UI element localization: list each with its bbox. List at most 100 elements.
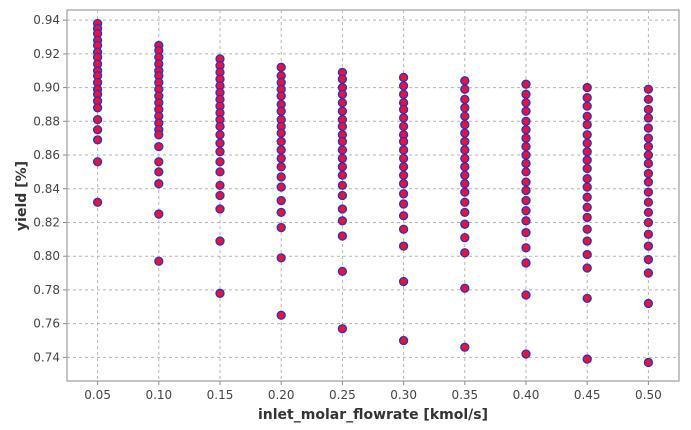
data-point <box>582 236 592 246</box>
data-point <box>276 310 286 320</box>
data-point <box>643 168 654 179</box>
data-point <box>398 104 409 115</box>
data-point <box>460 120 470 130</box>
data-point <box>582 182 592 192</box>
data-point <box>460 128 470 138</box>
data-point <box>643 104 654 115</box>
data-point <box>398 335 409 346</box>
data-point <box>215 130 225 140</box>
x-tick-label: 0.10 <box>145 388 172 402</box>
data-point <box>398 136 409 147</box>
data-point <box>276 153 286 164</box>
data-point <box>643 207 654 218</box>
data-point <box>460 207 470 218</box>
y-tick-label: 0.78 <box>33 283 60 297</box>
data-point <box>276 222 286 233</box>
data-point <box>643 187 654 197</box>
data-point <box>643 298 654 309</box>
data-point <box>643 241 654 251</box>
data-point <box>337 89 348 99</box>
data-point <box>92 125 103 135</box>
data-point <box>582 147 592 157</box>
x-tick-label: 0.35 <box>451 388 478 402</box>
data-point <box>460 136 470 147</box>
data-point <box>154 209 164 219</box>
data-point <box>643 158 654 169</box>
data-point <box>460 94 470 105</box>
data-point <box>276 182 286 192</box>
data-point <box>215 236 225 246</box>
data-point <box>337 231 348 241</box>
data-point <box>337 98 348 108</box>
data-point <box>521 89 531 99</box>
data-point <box>398 121 409 132</box>
x-tick-label: 0.15 <box>207 388 234 402</box>
data-point <box>521 150 531 160</box>
x-axis: 0.05 0.10 0.15 0.20 0.25 0.30 0.35 0.40 0.45 0.50 <box>84 381 662 402</box>
data-point <box>582 249 592 260</box>
data-point <box>215 204 225 214</box>
data-point <box>521 79 531 89</box>
y-tick-label: 0.76 <box>33 317 60 331</box>
data-point <box>276 62 286 72</box>
data-point <box>582 155 592 165</box>
data-point <box>643 94 654 105</box>
data-point <box>92 103 103 113</box>
x-tick-label: 0.45 <box>574 388 601 402</box>
data-point <box>398 199 409 209</box>
data-point <box>643 150 654 160</box>
y-tick-label: 0.86 <box>33 148 60 162</box>
data-point <box>215 138 225 148</box>
x-tick-label: 0.30 <box>390 388 417 402</box>
data-point <box>582 202 592 212</box>
data-point <box>398 113 409 123</box>
data-point <box>521 167 531 177</box>
data-point <box>92 114 103 125</box>
data-point <box>582 212 592 223</box>
data-point <box>460 84 470 94</box>
data-point <box>643 177 654 187</box>
data-point <box>582 138 592 148</box>
y-axis: 0.74 0.76 0.78 0.80 0.82 0.84 0.86 0.88 0.90 0.92… <box>33 13 67 364</box>
data-point <box>337 190 348 201</box>
data-point <box>521 216 531 226</box>
data-point <box>154 141 164 152</box>
data-point <box>643 84 654 94</box>
y-tick-label: 0.80 <box>33 249 60 263</box>
data-point <box>643 141 654 152</box>
data-point <box>276 145 286 155</box>
data-point <box>521 227 531 238</box>
data-point <box>521 195 531 206</box>
data-point <box>276 106 286 116</box>
data-point <box>337 74 348 84</box>
data-point <box>337 204 348 214</box>
data-point <box>460 342 470 352</box>
data-point <box>521 349 531 359</box>
data-point <box>276 172 286 182</box>
data-point <box>337 180 348 191</box>
data-point <box>521 125 531 135</box>
data-point <box>521 106 531 116</box>
data-point <box>276 253 286 263</box>
data-point <box>215 180 225 191</box>
data-point <box>398 145 409 155</box>
data-point <box>215 157 225 167</box>
data-point <box>582 93 592 103</box>
data-point <box>215 190 225 201</box>
data-point <box>521 290 531 300</box>
data-point <box>337 145 348 155</box>
data-point <box>460 219 470 229</box>
data-point <box>460 233 470 243</box>
data-point <box>398 153 409 164</box>
plot-area <box>66 9 680 382</box>
data-point <box>398 162 409 172</box>
data-point <box>154 179 164 189</box>
y-tick-label: 0.94 <box>33 13 60 27</box>
data-point <box>337 121 348 132</box>
data-point <box>460 179 470 189</box>
data-point <box>337 324 348 334</box>
data-point <box>154 167 164 177</box>
data-point <box>276 195 286 206</box>
data-point <box>215 288 225 298</box>
data-point <box>337 106 348 116</box>
